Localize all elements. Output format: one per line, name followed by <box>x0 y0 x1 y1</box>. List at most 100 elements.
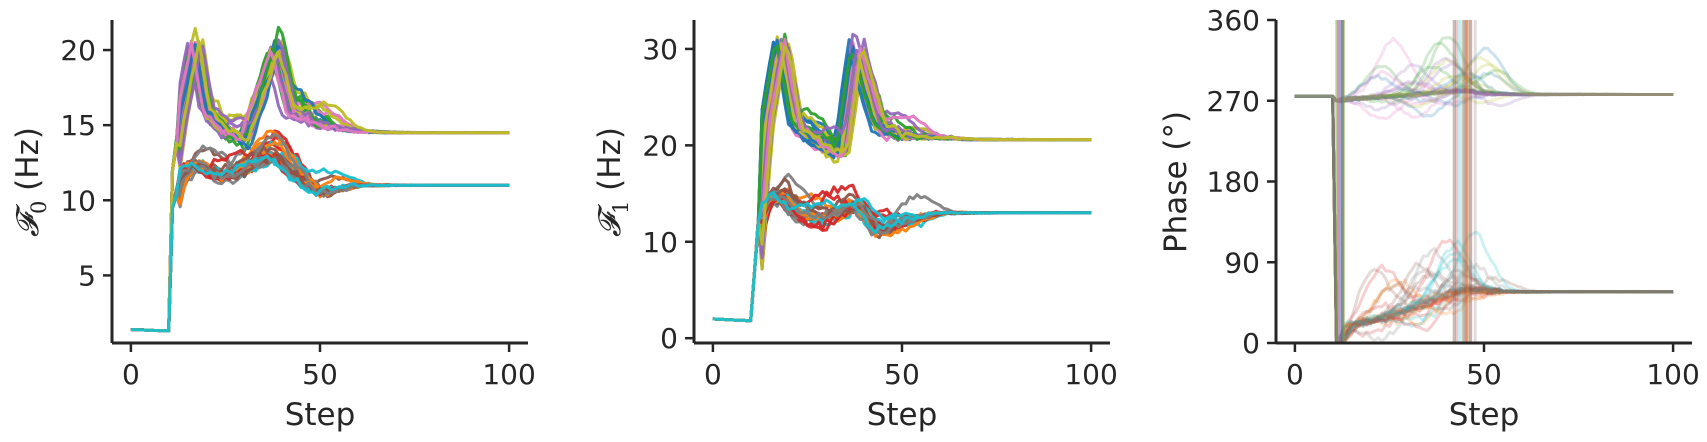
phase-series-line <box>1294 89 1674 106</box>
phase-series-line <box>1294 94 1674 345</box>
phase-series-line <box>1294 92 1674 108</box>
phase-y-tick-label: 90 <box>1224 246 1260 279</box>
phase-series-line <box>1294 79 1674 103</box>
phase-series-line <box>1294 74 1674 103</box>
f0-x-tick-label: 100 <box>482 358 535 391</box>
phase-y-tick-label: 0 <box>1242 327 1260 360</box>
phase-series-line <box>1294 68 1674 103</box>
phase-series-line <box>1294 90 1674 105</box>
phase-series-line <box>1294 94 1674 345</box>
f0-ylabel-unit: (Hz) <box>10 127 46 201</box>
phase-series-line <box>1294 94 1674 345</box>
f1-ylabel: 𝓕1 (Hz) <box>592 127 633 237</box>
panel-f1: 0 50 100 0 10 20 30 Step 𝓕1 (Hz) <box>592 20 1118 433</box>
phase-x-tick-label: 100 <box>1646 358 1699 391</box>
phase-series-line <box>1294 94 1674 345</box>
phase-series-line <box>1294 94 1674 345</box>
phase-series-line <box>1294 94 1674 345</box>
phase-series-line <box>1294 36 1674 104</box>
f1-y-tick-label: 0 <box>660 322 678 355</box>
phase-series-line <box>1294 62 1674 103</box>
phase-series-line <box>1294 94 1674 345</box>
phase-series-line <box>1294 94 1674 345</box>
f0-ylabel-sub: 0 <box>27 201 51 214</box>
f1-series-line <box>712 44 1092 323</box>
phase-series-line <box>1294 89 1674 108</box>
f1-series-line <box>712 188 1092 323</box>
phase-series-line <box>1294 94 1674 345</box>
phase-series-line <box>1294 91 1674 107</box>
phase-series-line <box>1294 69 1674 103</box>
phase-series-line <box>1294 36 1674 103</box>
f1-xlabel: Step <box>867 397 938 433</box>
phase-series-line <box>1294 94 1674 345</box>
phase-series-line <box>1294 88 1674 118</box>
phase-series-line <box>1294 94 1674 345</box>
f0-xlabel: Step <box>285 397 356 433</box>
phase-x-tick-label: 0 <box>1286 358 1304 391</box>
f1-y-ticks: 0 10 20 30 <box>642 33 694 355</box>
phase-series-line <box>1294 94 1674 345</box>
phase-series-line <box>1294 94 1674 345</box>
phase-series-line <box>1294 94 1674 345</box>
phase-series-line <box>1294 63 1674 103</box>
phase-series-line <box>1294 65 1674 103</box>
panel-phase: 0 50 100 0 90 180 270 360 Step Phase (°) <box>1158 4 1700 433</box>
phase-series-line <box>1294 94 1674 345</box>
phase-series-line <box>1294 94 1674 345</box>
phase-series-line <box>1294 94 1674 345</box>
phase-series-line <box>1294 94 1674 345</box>
f0-y-tick-label: 15 <box>60 109 96 142</box>
phase-series-line <box>1294 63 1674 103</box>
phase-series-line <box>1294 94 1674 345</box>
phase-series-line <box>1294 74 1674 103</box>
phase-series-line <box>1294 88 1674 103</box>
phase-series-line <box>1294 94 1674 345</box>
f1-lines <box>712 32 1092 323</box>
phase-series-line <box>1294 65 1674 103</box>
phase-series-line <box>1294 94 1674 345</box>
f0-ylabel: 𝓕0 (Hz) <box>10 127 51 237</box>
phase-series-line <box>1294 94 1674 345</box>
phase-series-line <box>1294 71 1674 103</box>
f1-y-tick-label: 10 <box>642 226 678 259</box>
phase-series-line <box>1294 88 1674 105</box>
phase-series-line <box>1294 94 1674 345</box>
phase-series-line <box>1294 94 1674 345</box>
phase-series-line <box>1294 94 1674 345</box>
panel-f0: 0 50 100 5 10 15 20 Step 𝓕0 (Hz) <box>10 20 536 433</box>
f0-y-ticks: 5 10 15 20 <box>60 34 112 292</box>
f1-ylabel-unit: (Hz) <box>592 127 628 201</box>
phase-series-line <box>1294 88 1674 121</box>
f0-x-tick-label: 0 <box>122 358 140 391</box>
f0-series-line <box>130 39 510 333</box>
phase-series-line <box>1294 56 1674 103</box>
f0-lines <box>130 25 510 333</box>
phase-series-line <box>1294 94 1674 345</box>
phase-y-tick-label: 360 <box>1207 4 1260 37</box>
phase-series-line <box>1294 88 1674 104</box>
phase-y-tick-label: 270 <box>1207 85 1260 118</box>
phase-series-line <box>1294 88 1674 112</box>
phase-lines <box>1294 20 1674 345</box>
f1-ylabel-sub: 1 <box>609 201 633 214</box>
phase-y-tick-label: 180 <box>1207 166 1260 199</box>
f1-x-ticks: 0 50 100 <box>704 343 1118 391</box>
phase-series-line <box>1294 94 1674 345</box>
phase-series-line <box>1294 94 1674 345</box>
f0-x-tick-label: 50 <box>302 358 338 391</box>
phase-series-line <box>1294 94 1674 345</box>
phase-series-line <box>1294 87 1674 109</box>
f1-y-tick-label: 20 <box>642 129 678 162</box>
phase-series-line <box>1294 94 1674 345</box>
phase-series-line <box>1294 87 1674 119</box>
phase-series-line <box>1294 94 1674 345</box>
f0-y-tick-label: 10 <box>60 184 96 217</box>
phase-series-line <box>1294 57 1674 104</box>
f0-y-tick-label: 5 <box>78 259 96 292</box>
phase-series-line <box>1294 41 1674 103</box>
phase-series-line <box>1294 94 1674 345</box>
phase-x-ticks: 0 50 100 <box>1286 343 1700 391</box>
phase-y-ticks: 0 90 180 270 360 <box>1207 4 1276 360</box>
